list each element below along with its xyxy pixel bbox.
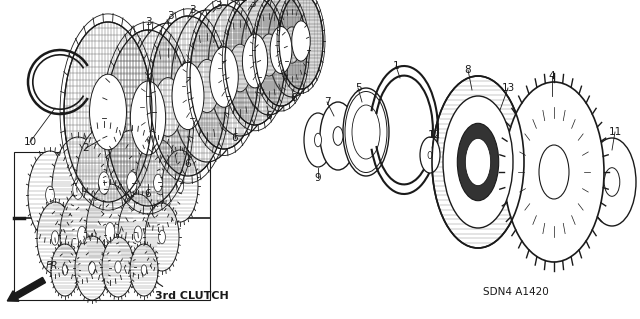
Ellipse shape xyxy=(60,191,104,279)
Text: 10: 10 xyxy=(24,137,36,147)
Text: 3rd CLUTCH: 3rd CLUTCH xyxy=(155,291,228,301)
Ellipse shape xyxy=(131,81,166,155)
Text: 3: 3 xyxy=(166,11,173,21)
Ellipse shape xyxy=(604,168,620,196)
Ellipse shape xyxy=(420,137,440,173)
Ellipse shape xyxy=(241,0,297,115)
Ellipse shape xyxy=(51,244,79,296)
Ellipse shape xyxy=(255,0,307,106)
Ellipse shape xyxy=(268,0,316,97)
Text: 3: 3 xyxy=(189,5,195,15)
Ellipse shape xyxy=(190,5,258,149)
Text: 12: 12 xyxy=(428,130,440,140)
Ellipse shape xyxy=(106,30,190,206)
Ellipse shape xyxy=(37,202,73,274)
Ellipse shape xyxy=(432,76,524,248)
Ellipse shape xyxy=(333,127,343,145)
Ellipse shape xyxy=(64,22,152,202)
Text: 3: 3 xyxy=(145,17,151,27)
Ellipse shape xyxy=(229,44,252,92)
Ellipse shape xyxy=(279,0,323,89)
Text: 6: 6 xyxy=(232,133,238,143)
Ellipse shape xyxy=(76,127,132,239)
Ellipse shape xyxy=(102,237,134,297)
Ellipse shape xyxy=(127,172,137,192)
Text: 13: 13 xyxy=(501,83,515,93)
Ellipse shape xyxy=(115,261,121,273)
Ellipse shape xyxy=(51,231,59,245)
Ellipse shape xyxy=(52,137,104,241)
Ellipse shape xyxy=(225,0,285,125)
Ellipse shape xyxy=(539,145,569,199)
Ellipse shape xyxy=(128,23,208,191)
Ellipse shape xyxy=(458,123,499,201)
Ellipse shape xyxy=(243,34,268,88)
Text: 3: 3 xyxy=(249,0,255,9)
Text: 6: 6 xyxy=(185,159,191,169)
Ellipse shape xyxy=(159,230,165,244)
Ellipse shape xyxy=(99,172,109,194)
Ellipse shape xyxy=(314,133,321,147)
Ellipse shape xyxy=(504,82,604,262)
Ellipse shape xyxy=(88,262,95,274)
Text: 5: 5 xyxy=(355,83,362,93)
Text: 8: 8 xyxy=(465,65,471,75)
Ellipse shape xyxy=(443,96,513,228)
Ellipse shape xyxy=(259,34,279,76)
Text: 7: 7 xyxy=(324,97,330,107)
Ellipse shape xyxy=(130,244,158,296)
Ellipse shape xyxy=(141,265,147,275)
Ellipse shape xyxy=(150,16,226,176)
Ellipse shape xyxy=(499,73,609,271)
FancyArrow shape xyxy=(7,278,45,301)
Ellipse shape xyxy=(62,265,68,275)
Ellipse shape xyxy=(145,203,179,271)
Ellipse shape xyxy=(73,179,83,199)
Ellipse shape xyxy=(284,27,300,63)
Ellipse shape xyxy=(106,130,158,234)
Ellipse shape xyxy=(465,138,491,186)
Text: 2: 2 xyxy=(83,143,90,153)
Text: 9: 9 xyxy=(315,173,321,183)
Ellipse shape xyxy=(75,236,109,300)
Ellipse shape xyxy=(86,184,134,280)
Ellipse shape xyxy=(171,10,243,162)
Ellipse shape xyxy=(177,179,184,193)
Ellipse shape xyxy=(134,226,142,242)
Text: FR.: FR. xyxy=(46,261,61,271)
Ellipse shape xyxy=(172,63,204,130)
Text: 3: 3 xyxy=(214,1,221,11)
Ellipse shape xyxy=(105,222,115,241)
Ellipse shape xyxy=(428,152,432,159)
Text: 11: 11 xyxy=(609,127,621,137)
Ellipse shape xyxy=(345,92,387,173)
Ellipse shape xyxy=(77,226,86,244)
Ellipse shape xyxy=(352,105,380,159)
Ellipse shape xyxy=(28,151,72,239)
Ellipse shape xyxy=(154,78,182,137)
Ellipse shape xyxy=(90,74,127,150)
Text: 1: 1 xyxy=(393,61,399,71)
Ellipse shape xyxy=(588,138,636,226)
Ellipse shape xyxy=(304,113,332,167)
Ellipse shape xyxy=(118,194,158,274)
Ellipse shape xyxy=(195,59,220,113)
Text: SDN4 A1420: SDN4 A1420 xyxy=(483,287,549,297)
Ellipse shape xyxy=(210,47,238,107)
Text: 4: 4 xyxy=(548,71,556,81)
Ellipse shape xyxy=(270,26,292,73)
Ellipse shape xyxy=(45,186,54,204)
Ellipse shape xyxy=(154,174,163,192)
Text: 6: 6 xyxy=(266,111,272,121)
Bar xyxy=(14,152,210,300)
Text: 6: 6 xyxy=(145,189,151,199)
Ellipse shape xyxy=(320,102,356,170)
Ellipse shape xyxy=(208,0,272,136)
Ellipse shape xyxy=(343,88,389,176)
Ellipse shape xyxy=(162,150,198,222)
Text: 6: 6 xyxy=(291,93,298,103)
Ellipse shape xyxy=(136,139,180,227)
Ellipse shape xyxy=(292,21,310,61)
